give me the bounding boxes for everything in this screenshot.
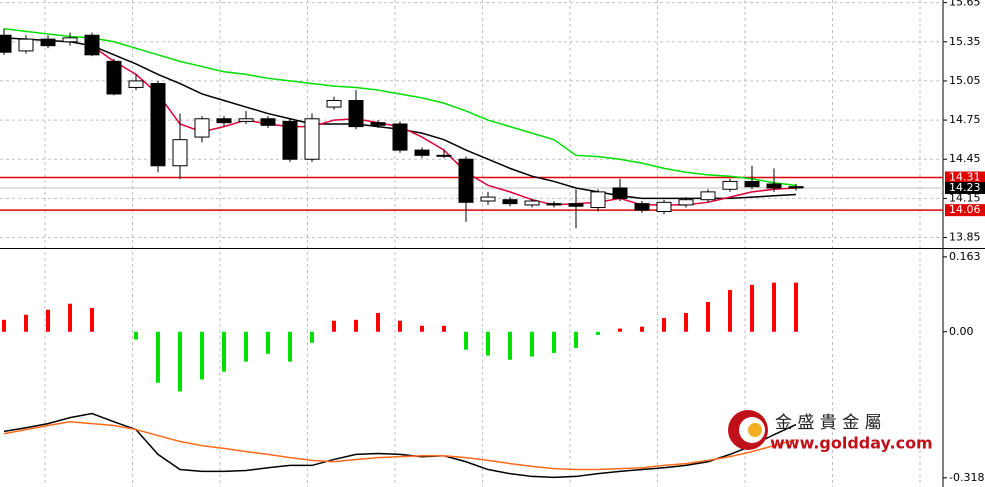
candle-body [568, 203, 584, 207]
candle-body [150, 83, 166, 167]
candle-body [392, 123, 408, 151]
indicator-line [3, 27, 797, 187]
histogram-bar [178, 331, 182, 392]
candle-body [62, 37, 78, 43]
candle-body [18, 38, 34, 52]
candle-body [766, 183, 782, 189]
histogram-bar [794, 282, 798, 332]
histogram-bar [772, 282, 776, 332]
candle-body [260, 118, 276, 126]
candle-body [612, 187, 628, 199]
candle-body [326, 100, 342, 108]
y-tick-label: 13.85 [949, 231, 981, 244]
histogram-bar [24, 314, 28, 332]
candle-body [106, 60, 122, 95]
watermark-title: 金 盛 貴 金 屬 [775, 413, 882, 433]
candle-body [744, 180, 760, 188]
y-tick-label: 15.05 [949, 74, 981, 87]
candle-body [546, 203, 562, 206]
y-tick-label: -0.318 [949, 471, 984, 484]
histogram-bar [266, 331, 270, 354]
histogram-bar [244, 331, 248, 362]
histogram-bar [156, 331, 160, 383]
candle-body [458, 158, 474, 203]
candle-body [84, 34, 100, 56]
level-label-box [945, 171, 985, 184]
histogram-bar [420, 325, 424, 332]
histogram-bar [662, 317, 666, 332]
candle-body [436, 154, 452, 157]
candle-body [678, 199, 694, 206]
histogram-bar [68, 303, 72, 332]
histogram-bar [640, 326, 644, 332]
candle-body [700, 191, 716, 201]
histogram-bar [332, 320, 336, 332]
last-price-label: 14.23 [949, 181, 981, 194]
histogram-bar [288, 331, 292, 362]
y-tick-label: 14.75 [949, 113, 981, 126]
candle-body [172, 139, 188, 167]
histogram-bar [310, 331, 314, 343]
histogram-bar [750, 284, 754, 332]
histogram-bar [706, 301, 710, 332]
histogram-bar [442, 325, 446, 332]
histogram-bar [376, 312, 380, 332]
histogram-bar [134, 331, 138, 340]
histogram-bar [552, 331, 556, 353]
candle-body [722, 180, 738, 190]
candle-body [238, 118, 254, 122]
histogram-bar [464, 331, 468, 350]
logo [748, 423, 762, 437]
histogram-bar [46, 309, 50, 332]
y-tick-label: 14.45 [949, 152, 981, 165]
candle-body [524, 200, 540, 206]
candle-body [304, 118, 320, 160]
candle-body [414, 149, 430, 156]
histogram-bar [508, 331, 512, 360]
histogram-bar [222, 331, 226, 372]
histogram-bar [574, 331, 578, 348]
level-label: 14.31 [949, 171, 981, 184]
histogram-bar [2, 319, 6, 332]
candle-body [194, 118, 210, 138]
y-tick-label: 0.00 [949, 325, 974, 338]
candle-body [502, 199, 518, 205]
y-tick-label: 15.35 [949, 35, 981, 48]
candle-body [590, 191, 606, 209]
histogram-bar [618, 328, 622, 332]
y-tick-label: 14.15 [949, 191, 981, 204]
candle-body [788, 186, 804, 189]
last-price-box [945, 181, 985, 194]
level-label: 14.06 [949, 203, 981, 216]
candle-body [128, 80, 144, 88]
histogram-bar [728, 289, 732, 332]
level-label-box [945, 204, 985, 217]
watermark-url: www.goldday.com [770, 434, 933, 453]
indicator-line [3, 421, 797, 471]
candle-body [656, 201, 672, 212]
y-tick-label: 15.65 [949, 0, 981, 9]
candle-body [40, 38, 56, 47]
candle-body [216, 118, 232, 124]
candle-body [282, 120, 298, 160]
candle-body [348, 100, 364, 128]
histogram-bar [596, 331, 600, 335]
histogram-bar [200, 331, 204, 380]
histogram-bar [530, 331, 534, 357]
histogram-bar [90, 307, 94, 332]
histogram-bar [486, 331, 490, 356]
candle-body [370, 122, 386, 126]
histogram-bar [684, 312, 688, 332]
candle-body [634, 203, 650, 211]
histogram-bar [398, 320, 402, 332]
candle-body [0, 34, 12, 53]
y-tick-label: 0.163 [949, 250, 981, 263]
histogram-bar [354, 319, 358, 332]
candle-body [480, 196, 496, 202]
watermark: 金 盛 貴 金 屬 www.goldday.com [728, 410, 933, 453]
